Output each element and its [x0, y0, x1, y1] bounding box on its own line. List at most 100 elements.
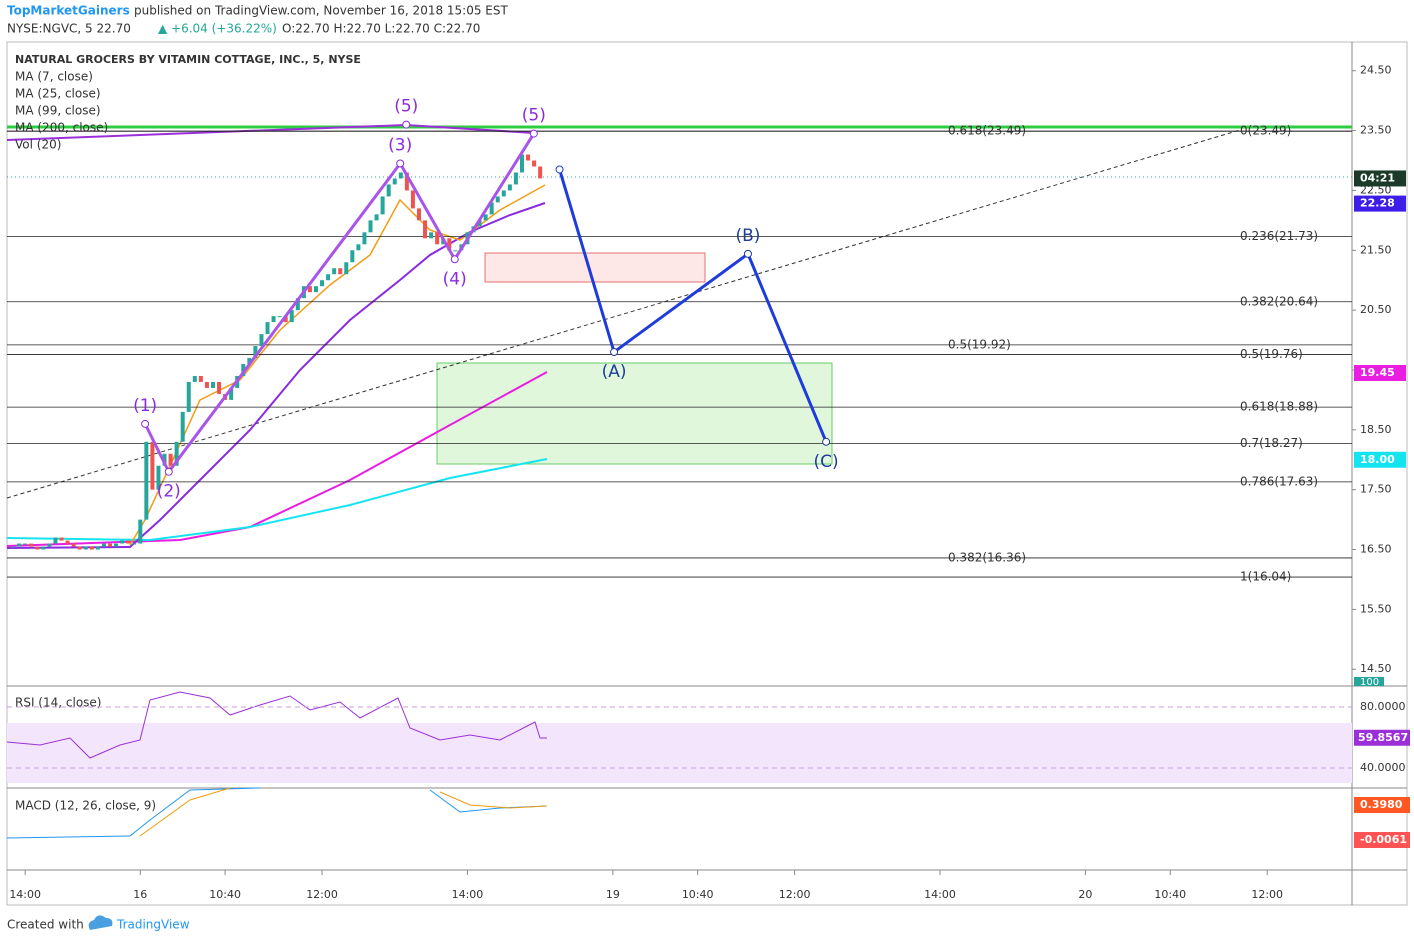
candle [186, 381, 191, 412]
candle [350, 250, 355, 263]
candle [95, 546, 100, 550]
candle [23, 543, 28, 545]
candle [332, 268, 337, 275]
candle [320, 280, 325, 287]
y-tick-label: 17.50 [1360, 483, 1392, 496]
candle [229, 387, 234, 400]
y-tick-label: 20.50 [1360, 303, 1392, 316]
candle [295, 298, 300, 311]
candle [501, 190, 506, 197]
footer-brand[interactable]: TradingView [116, 918, 190, 932]
resistance-zone [484, 252, 706, 283]
candle [101, 543, 106, 547]
candle [83, 546, 88, 550]
brand-logo[interactable] [88, 915, 113, 930]
y-tick-label: 18.50 [1360, 423, 1392, 436]
fib-label: 0.786(17.63) [1240, 474, 1318, 488]
x-tick-label: 19 [606, 888, 620, 901]
candle [532, 160, 537, 167]
legend-entry: MA (25, close) [15, 87, 101, 101]
candle [107, 543, 112, 547]
candle [47, 543, 52, 547]
macd-title: MACD (12, 26, close, 9) [15, 799, 156, 813]
x-tick-label: 14:00 [9, 888, 41, 901]
candle [192, 375, 197, 382]
price-badge [1354, 195, 1406, 212]
wave-point [610, 348, 619, 357]
candle [289, 310, 294, 323]
price-badge-label: 19.45 [1360, 366, 1395, 379]
candle [495, 196, 500, 203]
fib-label: 0.5(19.76) [1240, 347, 1303, 361]
quote: NYSE:NGVC, 5 22.70 [7, 22, 131, 36]
candle [447, 238, 452, 251]
rsi-tick-label: 40.0000 [1360, 761, 1406, 774]
ma-200 [6, 458, 548, 542]
candle [265, 322, 270, 335]
candle [77, 546, 82, 550]
candle [53, 537, 58, 544]
candle [253, 346, 258, 359]
candle [59, 537, 64, 541]
footer-created: Created with [7, 918, 84, 932]
ohlc: O:22.70 H:22.70 L:22.70 C:22.70 [282, 22, 480, 36]
candle [483, 214, 488, 221]
candle [338, 268, 343, 275]
candle [144, 441, 149, 520]
candle [247, 358, 252, 364]
x-tick-label: 14:00 [452, 888, 484, 901]
candle [35, 546, 40, 550]
x-tick-label: 10:40 [682, 888, 714, 901]
wave-label: (1) [133, 396, 157, 416]
x-tick-label: 16 [133, 888, 147, 901]
wave-label: (5) [522, 106, 546, 126]
wave-label: (5) [394, 97, 418, 117]
candle [156, 465, 161, 490]
candle [386, 184, 391, 197]
y-tick-label: 15.50 [1360, 602, 1392, 615]
rsi-band [7, 723, 1352, 783]
candle [277, 316, 282, 318]
price-badge-label: 22.28 [1360, 197, 1395, 210]
author[interactable]: TopMarketGainers [7, 4, 130, 18]
trend-line [6, 129, 1241, 499]
candle [404, 172, 409, 191]
price-badge [1354, 451, 1406, 468]
candle [114, 543, 119, 547]
wave-point [555, 165, 564, 174]
candle [477, 220, 482, 227]
candle [120, 540, 125, 544]
frame [6, 41, 1408, 906]
candle [259, 334, 264, 347]
fib-label: 0.7(18.27) [1240, 436, 1303, 450]
countdown [1354, 170, 1406, 187]
candle [435, 232, 440, 245]
candle [29, 543, 34, 547]
x-tick-label: 12:00 [1251, 888, 1283, 901]
candle [204, 381, 209, 388]
fib-label: 0.618(18.88) [1240, 400, 1318, 414]
candle [271, 316, 276, 323]
wave-point [164, 467, 173, 476]
candle [423, 220, 428, 239]
countdown-label: 04:21 [1360, 171, 1395, 184]
candle [380, 196, 385, 215]
legend-entry: Vol (20) [15, 138, 61, 152]
wave-point [141, 419, 150, 428]
candle [526, 154, 531, 161]
fib-label: 0.5(19.92) [948, 337, 1011, 351]
candle [71, 543, 76, 547]
y-tick-label: 24.50 [1360, 64, 1392, 77]
y-tick-label: 14.50 [1360, 662, 1392, 675]
macd-badge-label: -0.0061 [1360, 833, 1407, 846]
candle [313, 286, 318, 293]
candle [89, 546, 94, 550]
volume-badge [1354, 677, 1384, 686]
candle [326, 274, 331, 281]
candle [241, 364, 246, 376]
signal-line [139, 787, 548, 837]
fib-label: 0.382(20.64) [1240, 294, 1318, 308]
legend-entry: MA (99, close) [15, 104, 101, 118]
candle [11, 546, 16, 548]
x-tick-label: 14:00 [924, 888, 956, 901]
